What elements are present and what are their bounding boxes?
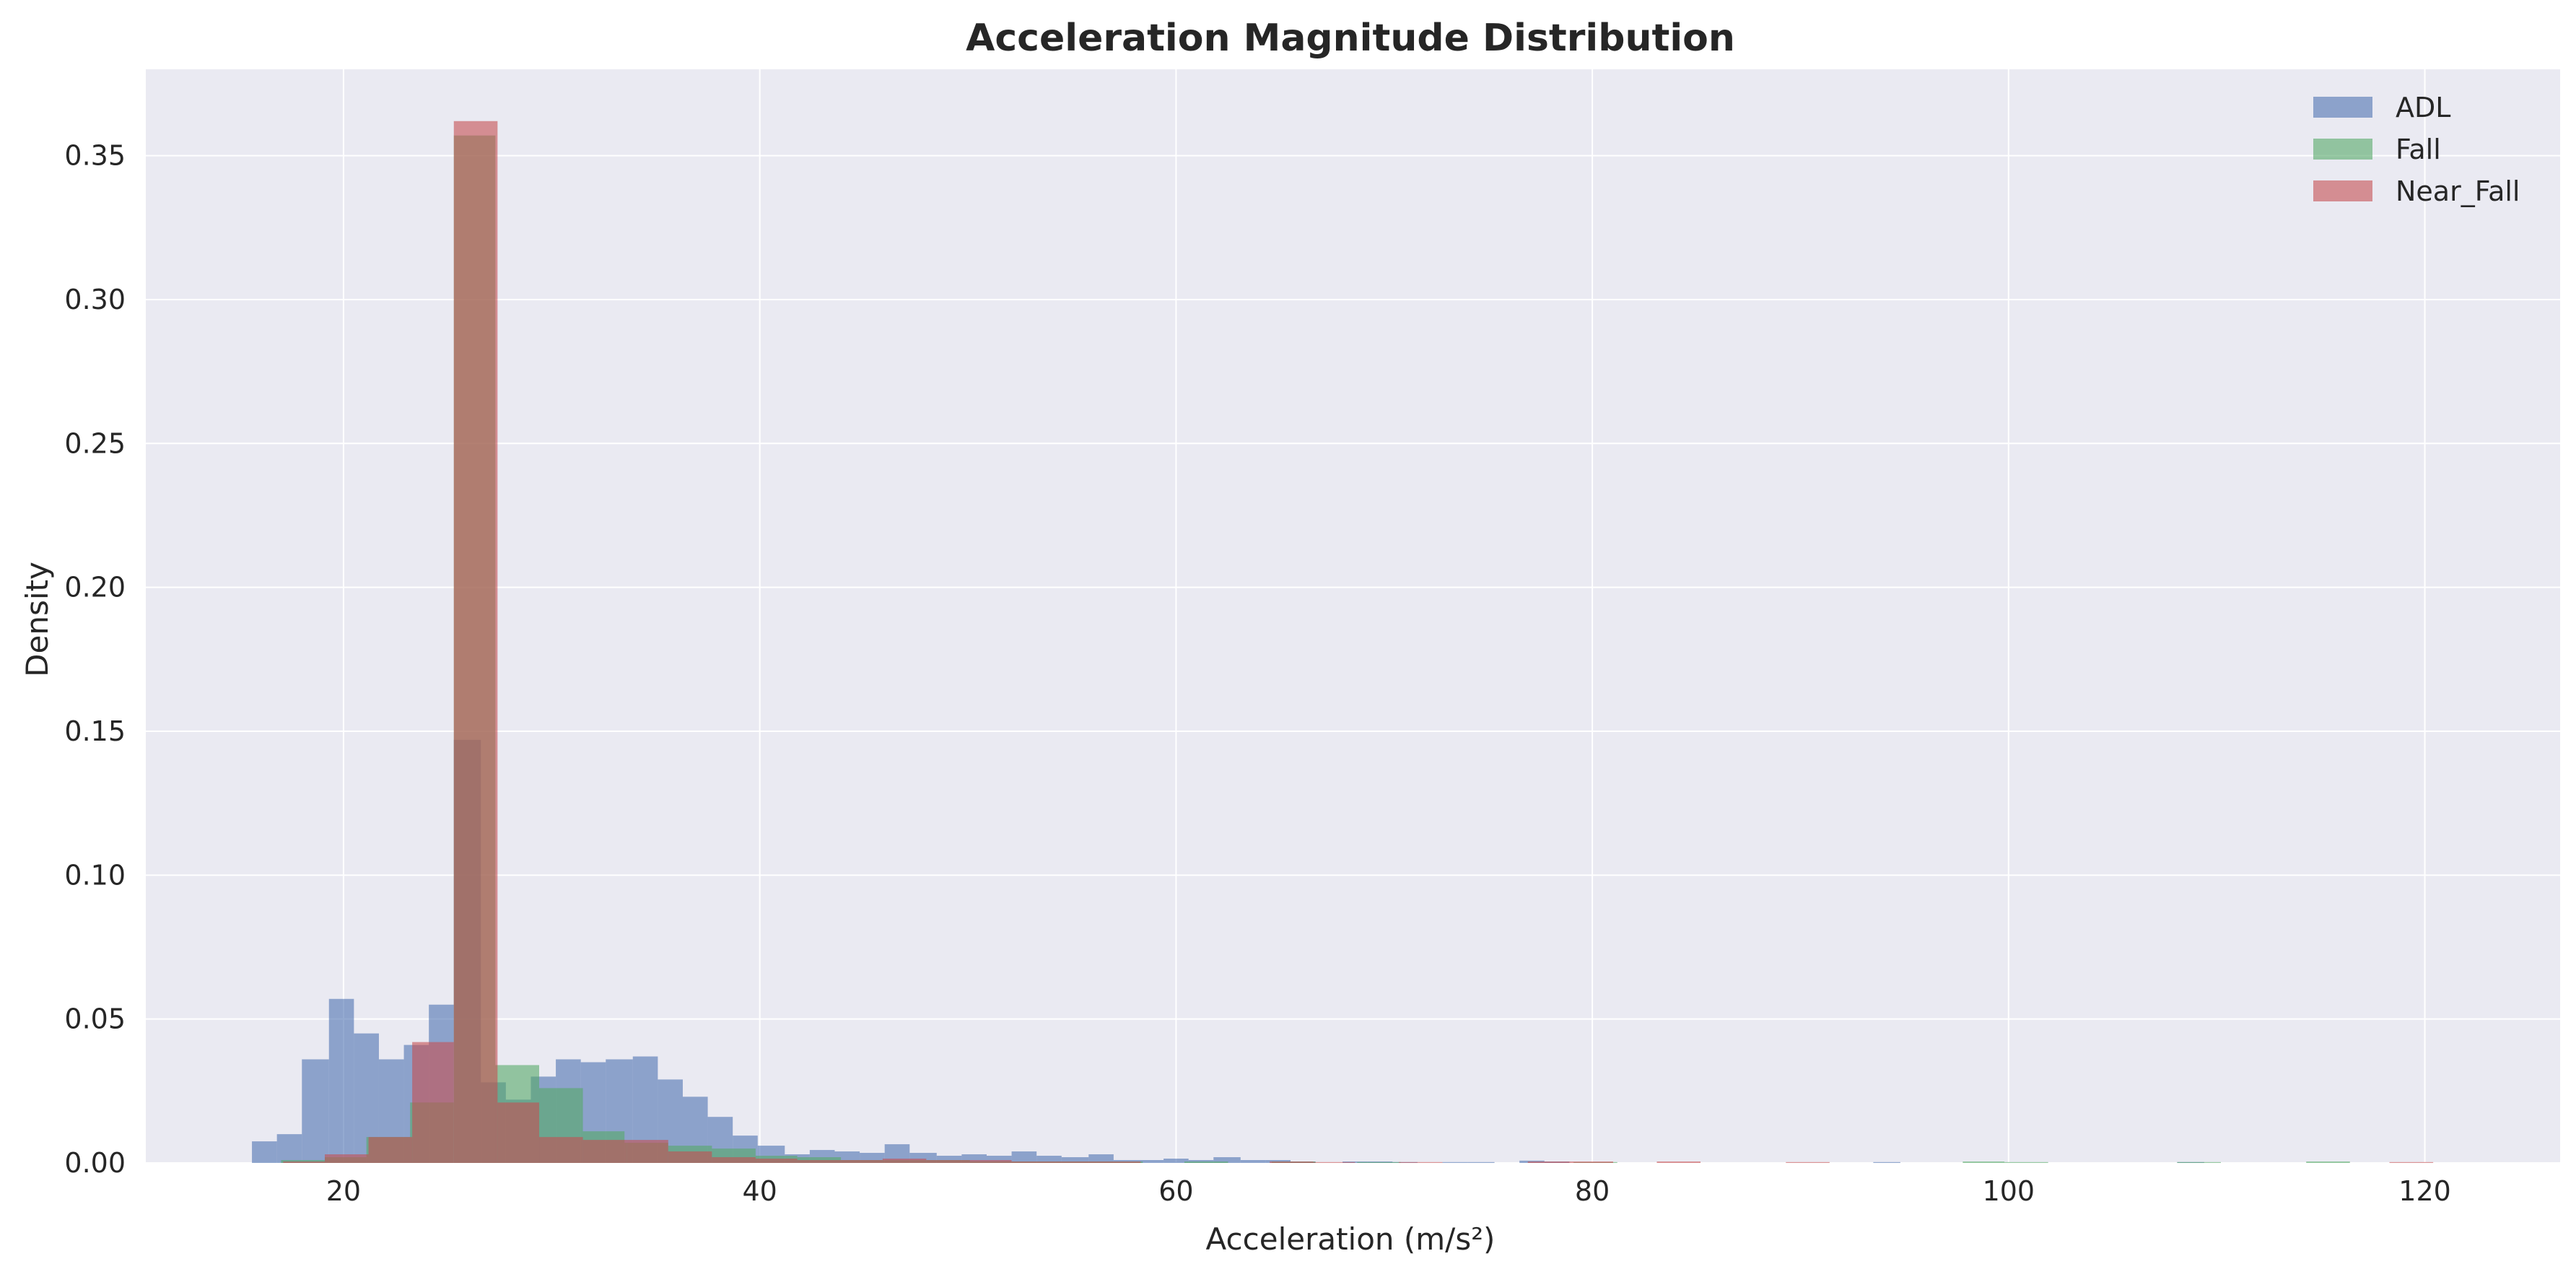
histogram-bar	[712, 1157, 756, 1163]
histogram-bar	[797, 1160, 842, 1163]
histogram-bar	[926, 1160, 970, 1163]
x-axis-label: Acceleration (m/s²)	[1206, 1221, 1496, 1257]
y-tick-label: 0.10	[64, 859, 126, 891]
y-tick-label: 0.20	[64, 572, 126, 603]
plot-area	[146, 69, 2560, 1163]
histogram-bar	[986, 1156, 1012, 1163]
legend-swatch	[2313, 97, 2372, 118]
histogram-bar	[755, 1159, 798, 1163]
histogram-bar	[1873, 1161, 1900, 1163]
histogram-bar	[1398, 1161, 1443, 1163]
histogram-bar	[324, 1154, 369, 1163]
histogram-bar	[1442, 1161, 1468, 1163]
histogram-bar	[283, 1161, 325, 1163]
histogram-bar	[276, 1134, 302, 1163]
y-tick-label: 0.00	[64, 1147, 126, 1179]
histogram-bar	[1138, 1160, 1164, 1163]
series-near-fall	[283, 121, 2434, 1163]
histogram-bar	[1357, 1161, 1401, 1163]
histogram-bar	[453, 121, 498, 1163]
histogram-bar	[969, 1160, 1012, 1163]
histogram-bar	[1571, 1161, 1613, 1163]
histogram-bar	[2004, 1161, 2048, 1163]
histogram-bar	[412, 1042, 454, 1163]
histogram-bar	[1036, 1156, 1062, 1163]
y-axis-label: Density	[19, 562, 55, 677]
histogram-bar	[1313, 1161, 1355, 1163]
histogram-bar	[1061, 1157, 1089, 1163]
histogram-bar	[1270, 1161, 1314, 1163]
grid-lines	[146, 69, 2560, 1164]
x-tick-label: 80	[1575, 1175, 1610, 1207]
histogram-bar	[1527, 1161, 1572, 1163]
histogram-bar	[302, 1059, 329, 1163]
y-tick-label: 0.15	[64, 715, 126, 747]
histogram-bar	[1088, 1154, 1114, 1163]
histogram-bar	[882, 1159, 927, 1163]
histogram-bar	[1962, 1161, 2005, 1163]
histogram-bar	[2177, 1161, 2221, 1163]
x-tick-label: 20	[326, 1175, 361, 1207]
histogram-bar	[1786, 1161, 1830, 1163]
histogram-bar	[668, 1151, 712, 1163]
histogram-bar	[1656, 1161, 1701, 1163]
histogram-bar	[2389, 1161, 2434, 1163]
histogram-bar	[368, 1137, 413, 1163]
x-axis-ticks: 20 40 60 80 100 120	[326, 1175, 2451, 1207]
legend-label: Near_Fall	[2396, 175, 2520, 207]
histogram-bar	[252, 1141, 277, 1163]
histogram-bar	[1240, 1160, 1266, 1163]
histogram-bar	[626, 1140, 668, 1163]
histogram-bar	[1011, 1151, 1037, 1163]
legend-swatch	[2313, 180, 2372, 201]
histogram-bar	[961, 1154, 987, 1163]
y-tick-label: 0.05	[64, 1003, 126, 1035]
x-tick-label: 40	[742, 1175, 777, 1207]
histogram-bar	[936, 1156, 962, 1163]
x-tick-label: 100	[1983, 1175, 2035, 1207]
histogram-bar	[2306, 1161, 2350, 1163]
histogram-bar	[1055, 1161, 1097, 1163]
y-tick-label: 0.35	[64, 140, 126, 172]
x-tick-label: 120	[2398, 1175, 2451, 1207]
legend-label: Fall	[2396, 134, 2441, 165]
histogram-bar	[582, 1140, 627, 1163]
histogram-bar	[328, 998, 354, 1163]
histogram-bar	[1467, 1161, 1495, 1163]
legend-swatch	[2313, 139, 2372, 160]
histogram-bar	[1213, 1157, 1241, 1163]
histogram-bar	[841, 1160, 883, 1163]
legend-label: ADL	[2396, 92, 2450, 123]
histogram-bar	[1011, 1161, 1056, 1163]
histogram-bar	[1184, 1161, 1228, 1163]
y-axis-ticks: 0.00 0.05 0.10 0.15 0.20 0.25 0.30 0.35	[64, 140, 126, 1179]
y-tick-label: 0.25	[64, 427, 126, 459]
histogram-bar	[1096, 1161, 1141, 1163]
histogram-bars	[252, 121, 2434, 1163]
histogram-bar	[539, 1137, 583, 1163]
y-tick-label: 0.30	[64, 284, 126, 315]
histogram-bar	[1163, 1159, 1189, 1163]
legend: ADL Fall Near_Fall	[2313, 92, 2520, 207]
histogram-bar	[497, 1102, 540, 1163]
x-tick-label: 60	[1158, 1175, 1193, 1207]
chart-title: Acceleration Magnitude Distribution	[966, 17, 1735, 60]
